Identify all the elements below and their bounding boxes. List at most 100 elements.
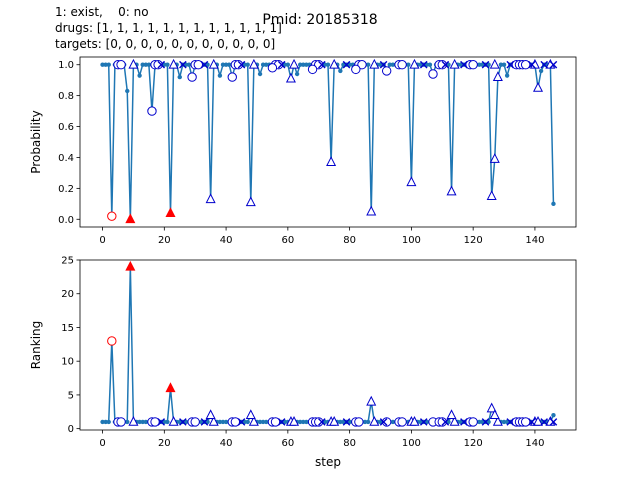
triangle-marker [285,72,296,83]
x-tick-label: 40 [220,235,233,246]
data-point [501,62,507,67]
data-point [217,419,223,425]
data-point [301,419,306,425]
x-marker [277,60,286,69]
x-tick-label: 100 [402,235,421,246]
data-point [298,62,303,67]
circle-marker [190,417,200,427]
x-marker [419,418,428,426]
x-marker [179,60,187,69]
x-tick-label: 120 [464,235,483,246]
triangle-marker [532,416,544,426]
triangle-marker [329,58,340,69]
data-point [477,419,482,425]
x-marker [481,60,490,69]
x-tick-label: 60 [281,438,294,449]
x-marker [342,60,351,69]
y-tick-label: 15 [61,323,74,334]
x-marker [318,60,326,69]
triangle-marker [406,176,417,187]
x-marker [237,60,246,69]
circle-marker [520,417,531,427]
circle-marker [468,417,478,427]
data-point [103,419,108,425]
data-point [390,419,396,425]
x-marker [540,418,548,426]
triangle-marker [248,416,259,426]
x-marker [528,60,536,69]
triangle-marker [369,58,380,69]
data-point [538,68,544,74]
data-point [223,62,229,67]
triangle-marker [366,395,377,406]
triangle-marker [486,190,497,200]
axes-frame [79,56,577,228]
circle-marker [307,64,318,75]
circle-marker [437,417,447,427]
data-point [551,201,556,207]
triangle-marker [329,416,340,426]
y-axis-label: Ranking [29,321,43,370]
triangle-marker [208,58,219,69]
circle-marker [314,417,324,427]
triangle-marker [165,382,176,393]
circle-marker [381,417,392,427]
circle-marker [354,417,364,427]
triangle-marker [366,205,377,216]
data-point [137,419,142,425]
data-point [298,419,303,425]
data-point [125,419,130,425]
data-point [365,419,371,425]
x-axis-label: step [315,455,341,469]
y-tick-label: 5 [68,390,74,401]
data-point [294,71,300,77]
data-point [477,62,482,67]
x-tick-label: 20 [158,235,171,246]
x-marker [460,60,468,69]
triangle-marker [489,409,500,420]
data-point [140,62,145,67]
data-point [260,419,266,425]
data-point [217,73,223,78]
x-marker [441,418,450,426]
triangle-marker [446,409,457,420]
circle-marker [187,72,197,82]
data-point [365,62,371,67]
circle-marker [193,60,203,70]
data-point [143,62,148,67]
x-marker [481,418,490,426]
triangle-marker [165,207,176,217]
triangle-marker [205,409,216,420]
triangle-marker [446,185,457,196]
x-tick-label: 140 [525,235,544,246]
triangle-marker [245,409,256,420]
y-tick-label: 0.0 [58,215,74,226]
data-point [103,62,108,67]
x-marker [157,60,166,69]
circle-marker [147,106,157,116]
x-marker [342,418,351,426]
circle-marker [428,69,438,79]
data-point [186,62,192,67]
header-line-3: targets: [0, 0, 0, 0, 0, 0, 0, 0, 0, 0, … [55,37,275,51]
data-point [165,419,170,425]
data-point [260,62,266,67]
circle-marker [270,417,281,427]
triangle-marker [168,58,179,69]
triangle-marker [449,58,460,69]
circle-marker [351,64,361,75]
x-tick-label: 80 [343,438,356,449]
data-point [140,419,145,425]
triangle-marker [369,416,380,426]
circle-marker [437,60,447,70]
data-point [226,62,232,67]
data-point [257,71,263,77]
triangle-marker [326,156,337,166]
data-point [362,419,368,425]
data-point [220,62,226,67]
x-marker [549,418,558,426]
y-tick-label: 10 [61,357,74,368]
x-marker [528,418,536,426]
